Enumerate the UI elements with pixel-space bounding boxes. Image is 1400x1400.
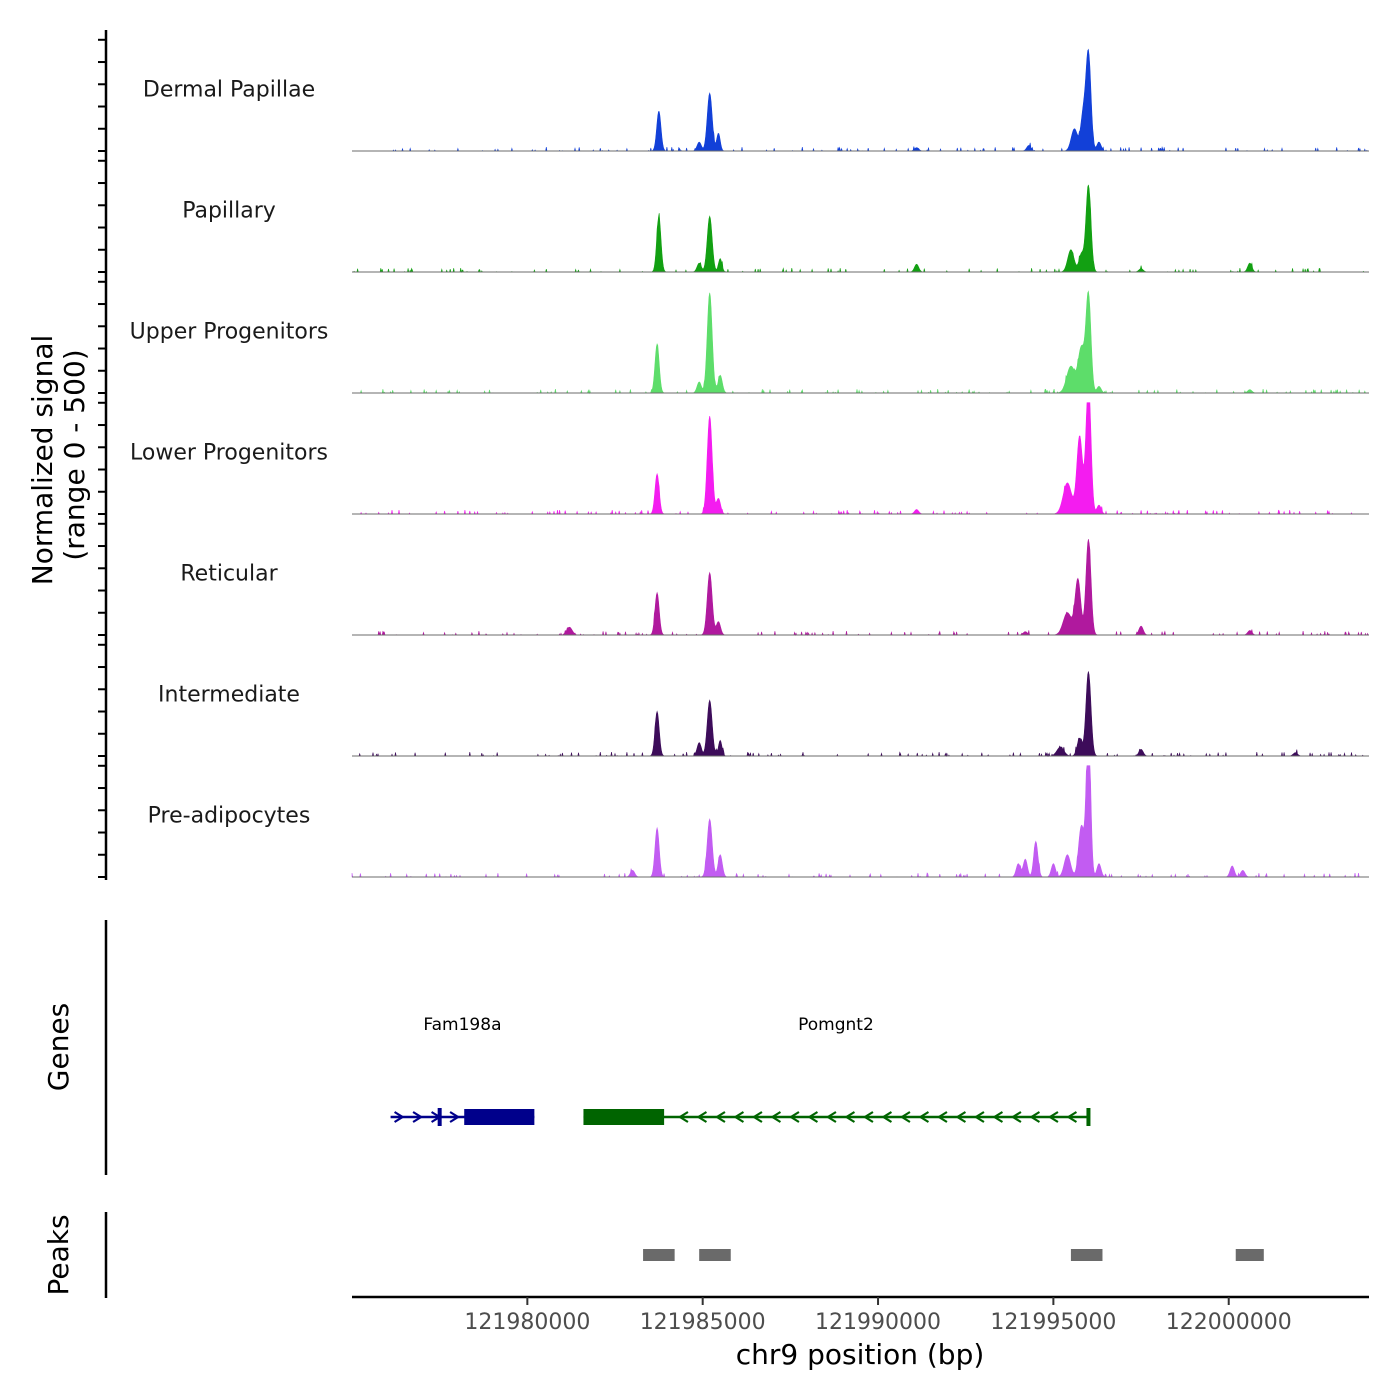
track-label: Upper Progenitors xyxy=(130,320,329,345)
gene-cds-block xyxy=(583,1109,665,1125)
x-axis-title: chr9 position (bp) xyxy=(736,1338,985,1371)
track-label: Reticular xyxy=(180,562,278,587)
gene-exon-mark xyxy=(1086,1108,1091,1126)
coverage-area xyxy=(352,184,1369,274)
strand-arrow xyxy=(807,1111,819,1123)
gene-cds-block xyxy=(464,1109,535,1125)
strand-arrow xyxy=(696,1111,708,1123)
gene-fam198a: Fam198a xyxy=(390,1015,535,1126)
track-label: Papillary xyxy=(182,199,276,224)
strand-arrow xyxy=(770,1111,782,1123)
x-tick-label: 121985000 xyxy=(640,1310,766,1335)
track-reticular: Reticular xyxy=(180,539,1369,637)
track-dermal-papillae: Dermal Papillae xyxy=(143,48,1369,153)
peak-region xyxy=(643,1249,675,1261)
gene-annotations: Fam198a Pomgnt2 xyxy=(390,1015,1091,1126)
coverage-area xyxy=(352,402,1369,516)
peaks-panel-title: Peaks xyxy=(42,1214,75,1295)
strand-arrow xyxy=(449,1111,461,1123)
strand-arrow xyxy=(393,1111,405,1123)
strand-arrow xyxy=(992,1111,1004,1123)
strand-arrow xyxy=(412,1111,424,1123)
strand-arrow xyxy=(936,1111,948,1123)
coverage-area xyxy=(352,671,1369,758)
x-axis-ticks: 121980000 121985000 121990000 121995000 1220… xyxy=(464,1297,1292,1335)
gene-pomgnt2: Pomgnt2 xyxy=(583,1015,1091,1126)
peak-region xyxy=(699,1249,731,1261)
strand-arrow xyxy=(733,1111,745,1123)
x-tick-label: 122000000 xyxy=(1166,1310,1292,1335)
track-label: Dermal Papillae xyxy=(143,78,315,103)
track-label: Lower Progenitors xyxy=(130,441,328,466)
track-upper-progenitors: Upper Progenitors xyxy=(130,290,1369,395)
coverage-area xyxy=(351,765,1369,878)
strand-arrow xyxy=(955,1111,967,1123)
track-label: Intermediate xyxy=(158,683,300,708)
track-intermediate: Intermediate xyxy=(158,671,1369,758)
y-axis-title-line2: (range 0 - 500) xyxy=(58,349,91,560)
y-axis-ticks xyxy=(98,38,106,878)
peak-region xyxy=(1070,1249,1103,1261)
strand-arrow xyxy=(677,1111,689,1123)
y-axis-title-line1: Normalized signal xyxy=(26,335,59,586)
strand-arrow xyxy=(918,1111,930,1123)
strand-arrow xyxy=(973,1111,985,1123)
gene-name-label: Pomgnt2 xyxy=(798,1015,874,1035)
strand-arrow xyxy=(751,1111,763,1123)
coverage-area xyxy=(352,48,1369,153)
track-pre-adipocytes: Pre-adipocytes xyxy=(148,765,1369,878)
strand-arrow xyxy=(862,1111,874,1123)
strand-arrow xyxy=(899,1111,911,1123)
track-papillary: Papillary xyxy=(182,184,1369,274)
strand-arrow xyxy=(825,1111,837,1123)
strand-arrow xyxy=(881,1111,893,1123)
x-tick-label: 121995000 xyxy=(990,1310,1116,1335)
x-tick-label: 121990000 xyxy=(815,1310,941,1335)
track-lower-progenitors: Lower Progenitors xyxy=(130,402,1369,516)
gene-name-label: Fam198a xyxy=(423,1015,501,1035)
peak-region xyxy=(1235,1249,1264,1261)
strand-arrow xyxy=(1066,1111,1078,1123)
peak-regions xyxy=(643,1249,1264,1261)
genes-panel-title: Genes xyxy=(42,1003,75,1091)
strand-arrow xyxy=(1010,1111,1022,1123)
x-tick-label: 121980000 xyxy=(464,1310,590,1335)
strand-arrow xyxy=(714,1111,726,1123)
strand-arrow xyxy=(1029,1111,1041,1123)
strand-arrow xyxy=(844,1111,856,1123)
strand-arrow xyxy=(1047,1111,1059,1123)
coverage-area xyxy=(352,539,1369,637)
strand-arrow xyxy=(788,1111,800,1123)
coverage-tracks: Dermal Papillae Papillary Upper Progenitor… xyxy=(130,48,1369,878)
coverage-area xyxy=(352,290,1369,395)
track-label: Pre-adipocytes xyxy=(148,804,311,829)
gene-exon-mark xyxy=(437,1108,442,1126)
